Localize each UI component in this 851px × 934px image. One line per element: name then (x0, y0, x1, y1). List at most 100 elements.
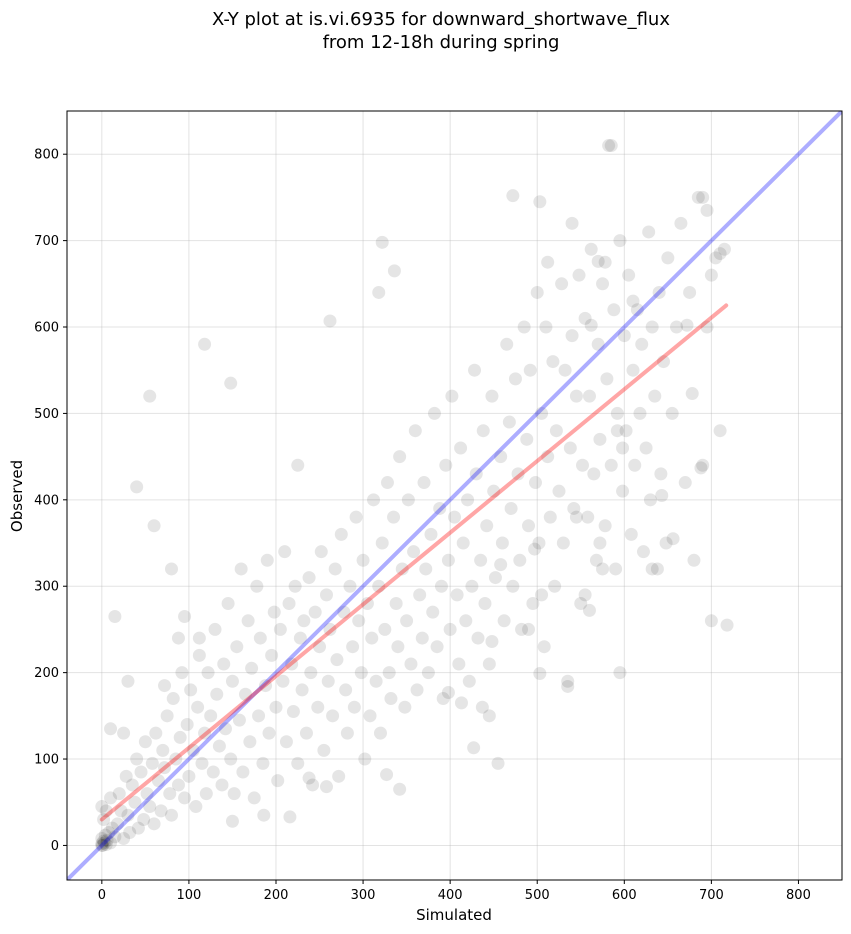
data-point (95, 832, 109, 846)
data-point (391, 640, 405, 654)
data-point (685, 387, 699, 401)
data-point (430, 640, 444, 654)
data-point (198, 337, 212, 351)
data-point (633, 406, 647, 420)
data-point (198, 726, 212, 740)
data-point (225, 674, 239, 688)
data-point (468, 363, 482, 377)
data-point (593, 432, 607, 446)
data-point (178, 609, 192, 623)
data-point (495, 536, 509, 550)
data-point (500, 337, 514, 351)
data-point (494, 558, 508, 572)
data-point (488, 571, 502, 585)
data-point (666, 532, 680, 546)
data-point (467, 741, 481, 755)
data-point (401, 493, 415, 507)
data-point (257, 808, 271, 822)
data-point (433, 501, 447, 515)
data-point (670, 320, 684, 334)
x-axis-label: Simulated (416, 906, 492, 924)
data-point (704, 268, 718, 282)
data-point (302, 571, 316, 585)
data-point (295, 683, 309, 697)
data-point (210, 687, 224, 701)
data-point (319, 588, 333, 602)
data-point (655, 489, 669, 502)
data-point (407, 545, 421, 559)
data-point (393, 782, 407, 796)
data-point (576, 458, 590, 472)
data-point (522, 519, 536, 533)
data-point (520, 432, 534, 446)
data-point (189, 800, 203, 814)
data-point (508, 372, 522, 386)
data-point (323, 314, 337, 328)
data-point (192, 648, 206, 662)
data-point (478, 597, 492, 611)
data-point (610, 406, 624, 420)
data-point (175, 666, 189, 680)
data-point (319, 780, 333, 794)
data-point (652, 285, 666, 299)
data-point (252, 709, 266, 723)
data-point (143, 389, 157, 403)
data-point (387, 510, 401, 524)
data-point (454, 441, 468, 455)
data-point (617, 329, 631, 343)
data-point (565, 329, 579, 343)
y-tick-label: 300 (34, 580, 59, 595)
data-point (387, 264, 401, 278)
data-point (267, 605, 281, 619)
data-point (687, 553, 701, 567)
data-point (626, 363, 640, 377)
data-point (434, 579, 448, 593)
data-point (297, 614, 311, 628)
data-point (563, 441, 577, 455)
data-point (330, 653, 344, 667)
data-point (195, 756, 209, 770)
data-point (624, 527, 638, 541)
data-point (180, 717, 194, 731)
data-point (317, 743, 331, 757)
data-point (619, 424, 633, 438)
data-point (691, 190, 705, 204)
data-point (334, 527, 348, 541)
data-point (236, 765, 250, 779)
data-point (648, 389, 662, 403)
data-point (421, 666, 435, 680)
data-point (546, 355, 560, 369)
data-point (340, 726, 354, 740)
data-point (347, 700, 361, 714)
data-point (186, 743, 200, 757)
data-point (143, 800, 157, 814)
data-point (454, 696, 468, 710)
data-point (596, 562, 610, 576)
data-point (417, 476, 431, 490)
x-axis-ticks: 0 100 200 300 400 500 600 700 800 (98, 880, 811, 903)
data-point (549, 424, 563, 438)
data-point (380, 476, 394, 490)
data-point (626, 294, 640, 308)
identity-line (67, 111, 842, 880)
data-point (372, 579, 386, 593)
data-point (95, 838, 109, 852)
data-point (494, 450, 508, 464)
data-point (282, 597, 296, 611)
data-point (537, 640, 551, 654)
data-point (604, 139, 618, 153)
data-point (561, 679, 575, 693)
data-point (593, 536, 607, 550)
data-point (308, 605, 322, 619)
data-point (491, 756, 505, 770)
data-point (130, 752, 144, 766)
data-point (99, 838, 113, 852)
data-point (232, 713, 246, 727)
data-point (304, 666, 318, 680)
data-point (497, 614, 511, 628)
data-point (485, 389, 499, 403)
data-point (95, 837, 109, 851)
x-tick-label: 500 (525, 888, 550, 903)
data-point (474, 553, 488, 567)
